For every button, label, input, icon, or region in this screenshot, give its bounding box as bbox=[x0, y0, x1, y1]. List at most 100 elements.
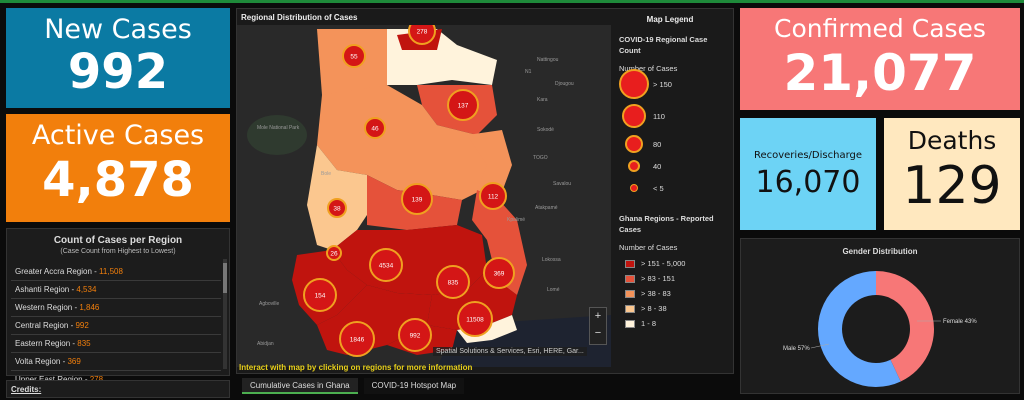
legend-swatch bbox=[625, 274, 635, 283]
legend-circle-label: 40 bbox=[653, 161, 662, 171]
case-bubble[interactable] bbox=[447, 89, 479, 121]
legend-circle-label: < 5 bbox=[653, 183, 664, 193]
legend-heading-regions: Ghana Regions - Reported Cases bbox=[619, 214, 714, 234]
new-cases-value: 992 bbox=[67, 44, 169, 100]
region-list-item[interactable]: Volta Region - 369 bbox=[11, 353, 221, 371]
gender-donut-chart[interactable]: Male 57% Female 43% bbox=[741, 259, 1019, 393]
case-bubble[interactable] bbox=[483, 257, 515, 289]
region-name: Western Region - bbox=[15, 303, 80, 312]
region-savannah[interactable] bbox=[307, 145, 377, 250]
deaths-label: Deaths bbox=[907, 126, 997, 155]
credits-bar: Credits: bbox=[6, 380, 230, 398]
case-bubble[interactable] bbox=[401, 183, 433, 215]
case-bubble[interactable] bbox=[327, 198, 347, 218]
zoom-in-button[interactable]: + bbox=[594, 310, 602, 322]
region-list-item[interactable]: Western Region - 1,846 bbox=[11, 299, 221, 317]
map-place-label: Agboville bbox=[259, 301, 280, 307]
case-bubble-label: 1846 bbox=[350, 337, 365, 344]
new-cases-label: New Cases bbox=[44, 14, 192, 45]
legend-circle-icon bbox=[625, 135, 643, 153]
case-bubble[interactable] bbox=[408, 25, 436, 45]
female-slice[interactable] bbox=[876, 271, 934, 382]
legend-class-label: > 38 - 83 bbox=[641, 289, 671, 298]
region-list-item[interactable]: Eastern Region - 835 bbox=[11, 335, 221, 353]
legend-swatch bbox=[625, 304, 635, 313]
female-slice-label: Female 43% bbox=[943, 319, 977, 325]
region-oti-north[interactable] bbox=[467, 130, 512, 200]
region-name: Ashanti Region - bbox=[15, 285, 77, 294]
map-place-label: Abidjan bbox=[257, 341, 274, 347]
regional-map[interactable]: 278 55 137 46 112 139 38 26 4534 835 369 154 11508 18… bbox=[237, 25, 611, 367]
region-name: Greater Accra Region - bbox=[15, 267, 100, 276]
region-count: 835 bbox=[77, 339, 91, 348]
case-bubble-label: 55 bbox=[350, 54, 358, 61]
region-list-scrollbar[interactable] bbox=[223, 259, 227, 369]
case-bubble[interactable] bbox=[303, 278, 337, 312]
legend-swatch bbox=[625, 259, 635, 268]
legend-class-row: > 8 - 38 bbox=[625, 301, 727, 316]
confirmed-cases-label: Confirmed Cases bbox=[774, 14, 986, 43]
case-bubble[interactable] bbox=[339, 321, 375, 357]
case-bubble[interactable] bbox=[398, 318, 432, 352]
legend-class-row: 1 - 8 bbox=[625, 316, 727, 331]
map-title: Regional Distribution of Cases bbox=[241, 13, 358, 22]
map-place-label: Nattingou bbox=[537, 57, 559, 63]
region-northern[interactable] bbox=[317, 85, 502, 200]
map-place-label: Savalou bbox=[553, 181, 571, 187]
map-place-label: Kara bbox=[537, 97, 548, 103]
active-cases-card: Active Cases 4,878 bbox=[6, 114, 230, 222]
legend-circle-row: < 5 bbox=[619, 177, 727, 199]
region-list-item[interactable]: Greater Accra Region - 11,508 bbox=[11, 263, 221, 281]
zoom-out-button[interactable]: − bbox=[594, 327, 602, 339]
legend-class-label: > 83 - 151 bbox=[641, 274, 675, 283]
legend-circle-label: > 150 bbox=[653, 79, 672, 89]
region-name: Volta Region - bbox=[15, 357, 68, 366]
active-cases-value: 4,878 bbox=[42, 152, 194, 208]
region-panel-subtitle: (Case Count from Highest to Lowest) bbox=[60, 248, 176, 255]
map-place-label: Kpalimé bbox=[507, 217, 525, 223]
recoveries-card: Recoveries/Discharge 16,070 bbox=[740, 118, 876, 230]
map-place-label: Lokossa bbox=[542, 257, 561, 263]
region-count: 369 bbox=[67, 357, 81, 366]
tab-cumulative-cases[interactable]: Cumulative Cases in Ghana bbox=[242, 378, 358, 394]
region-list: Greater Accra Region - 11,508 Ashanti Reg… bbox=[11, 263, 221, 389]
deaths-value: 129 bbox=[902, 156, 1002, 216]
map-place-label: Atakpamé bbox=[535, 205, 558, 211]
case-bubble[interactable] bbox=[479, 182, 507, 210]
region-count: 278 bbox=[90, 375, 103, 384]
legend-class-list: > 151 - 5,000 > 83 - 151 > 38 - 83 > 8 - 38… bbox=[613, 256, 727, 331]
active-cases-label: Active Cases bbox=[31, 120, 205, 151]
region-panel-title: Count of Cases per Region bbox=[53, 235, 183, 246]
male-slice-label: Male 57% bbox=[783, 346, 810, 352]
legend-class-row: > 83 - 151 bbox=[625, 271, 727, 286]
legend-circle-row: > 150 bbox=[619, 69, 727, 99]
region-count: 992 bbox=[75, 321, 89, 330]
legend-circle-row: 110 bbox=[619, 104, 727, 128]
region-list-item[interactable]: Central Region - 992 bbox=[11, 317, 221, 335]
case-bubble-label: 46 bbox=[371, 126, 379, 133]
legend-class-label: > 151 - 5,000 bbox=[641, 259, 686, 268]
case-bubble[interactable] bbox=[364, 117, 386, 139]
case-bubble[interactable] bbox=[436, 265, 470, 299]
case-bubble[interactable] bbox=[369, 248, 403, 282]
map-attribution[interactable]: Spatial Solutions & Services, Esri, HERE… bbox=[433, 347, 587, 356]
case-bubble[interactable] bbox=[342, 44, 366, 68]
case-bubble[interactable] bbox=[457, 301, 493, 337]
region-list-item[interactable]: Ashanti Region - 4,534 bbox=[11, 281, 221, 299]
legend-circle-label: 80 bbox=[653, 139, 662, 149]
case-bubble-label: 38 bbox=[333, 206, 341, 213]
credits-link[interactable]: Credits: bbox=[11, 385, 42, 394]
male-slice[interactable] bbox=[818, 271, 901, 387]
legend-heading-case-count: COVID-19 Regional Case Count bbox=[619, 35, 708, 55]
case-bubble-label: 278 bbox=[417, 29, 428, 36]
map-place-label: N1 bbox=[525, 69, 532, 75]
case-bubble[interactable] bbox=[326, 245, 342, 261]
legend-subhead-regions: Number of Cases bbox=[619, 243, 678, 252]
legend-swatch bbox=[625, 289, 635, 298]
case-bubble-label: 112 bbox=[488, 194, 499, 201]
region-name: Eastern Region - bbox=[15, 339, 78, 348]
tab-hotspot-map[interactable]: COVID-19 Hotspot Map bbox=[363, 378, 465, 394]
case-bubble-label: 26 bbox=[330, 251, 338, 258]
legend-class-label: > 8 - 38 bbox=[641, 304, 667, 313]
legend-title: Map Legend bbox=[646, 15, 694, 24]
